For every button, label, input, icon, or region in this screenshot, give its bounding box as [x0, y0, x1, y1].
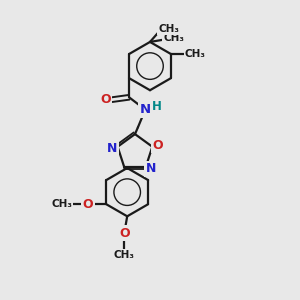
Text: H: H [152, 100, 161, 112]
Text: O: O [119, 227, 130, 240]
Text: CH₃: CH₃ [185, 49, 206, 59]
Text: O: O [152, 139, 163, 152]
Text: N: N [107, 142, 118, 155]
Text: O: O [83, 198, 93, 211]
Text: N: N [146, 162, 156, 175]
Text: CH₃: CH₃ [164, 33, 184, 43]
Text: CH₃: CH₃ [158, 24, 179, 34]
Text: CH₃: CH₃ [114, 250, 135, 260]
Text: O: O [100, 93, 111, 106]
Text: N: N [140, 103, 151, 116]
Text: CH₃: CH₃ [51, 199, 72, 209]
